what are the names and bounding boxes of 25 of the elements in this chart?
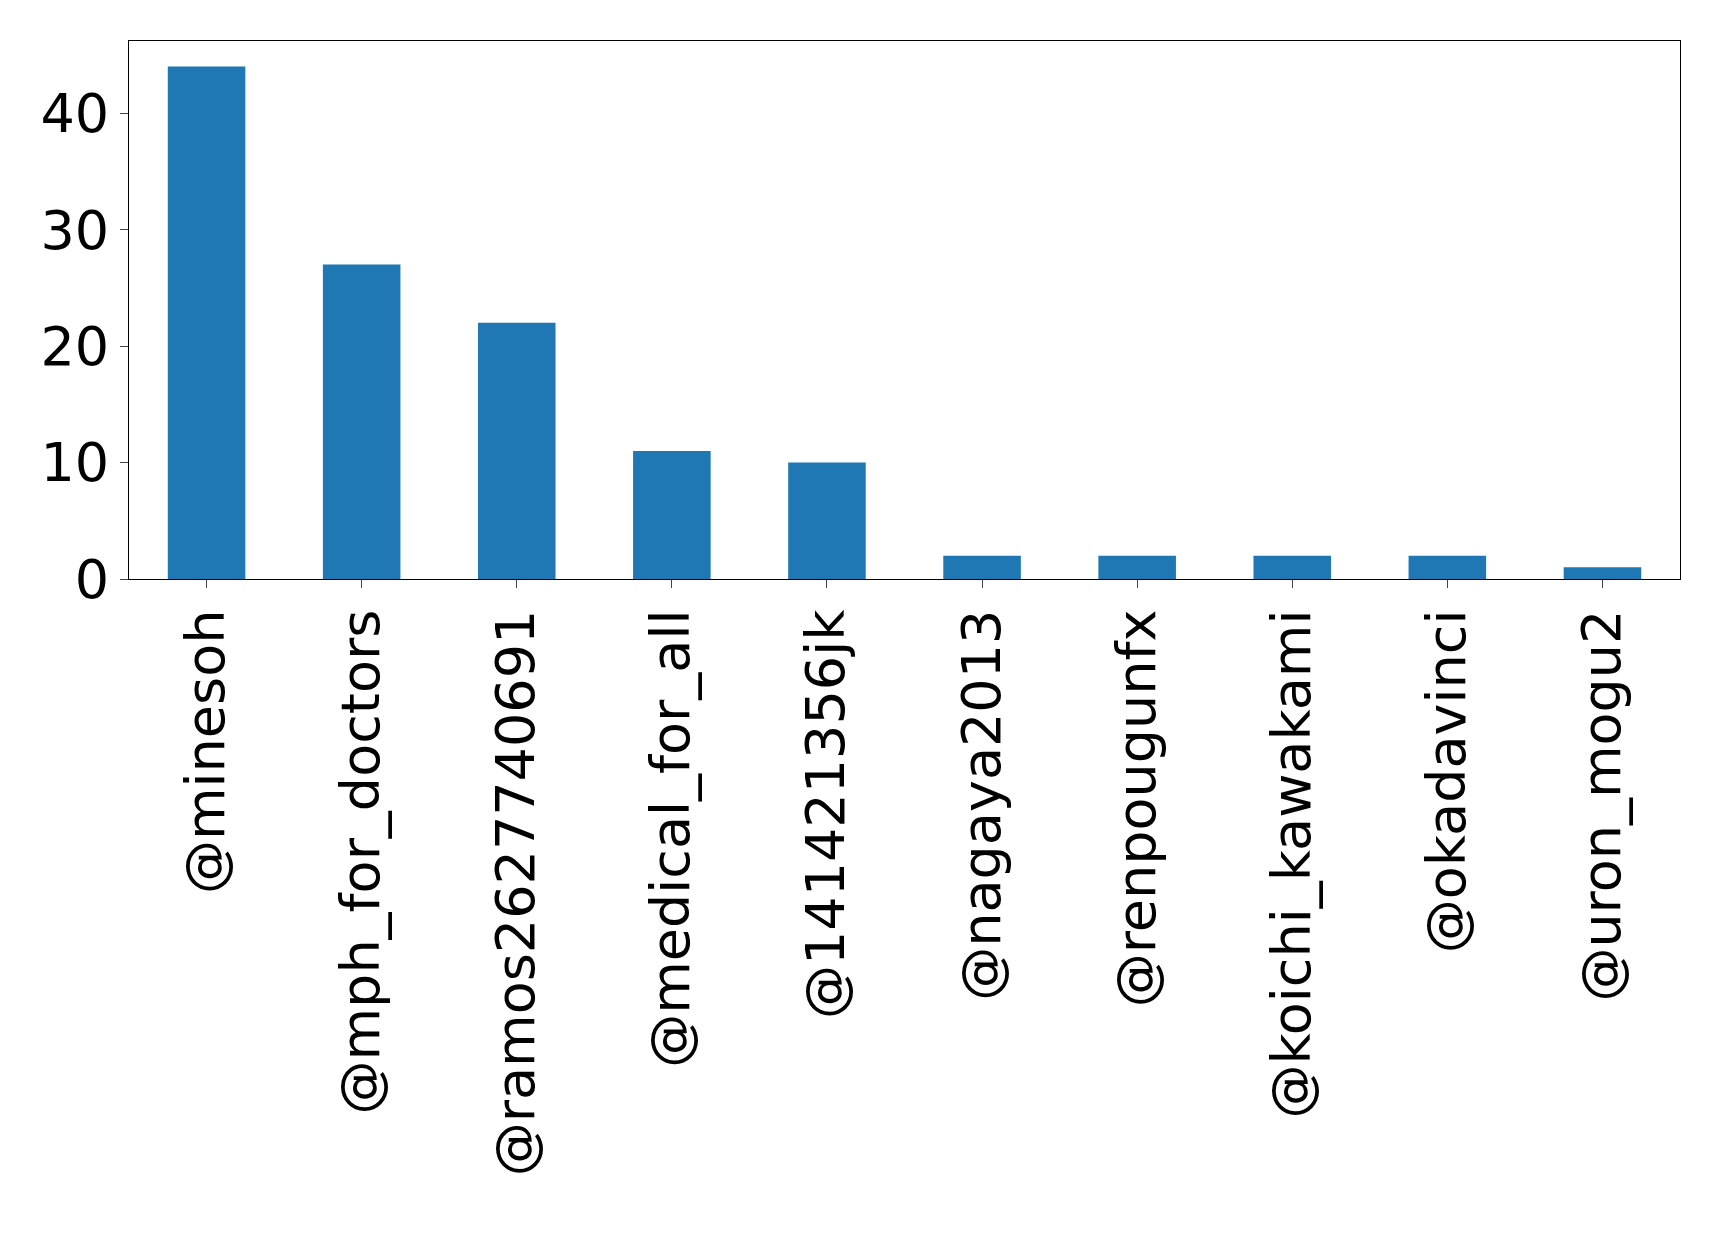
bar: [322, 264, 401, 579]
bar: [943, 555, 1021, 579]
y-tick-label: 30: [40, 198, 110, 262]
x-tick-label: @nagaya2013: [949, 609, 1013, 1001]
bar: [477, 322, 556, 579]
y-tick-label: 20: [40, 315, 110, 378]
bar: [788, 462, 866, 579]
bar: [1253, 555, 1332, 579]
y-tick-label: 0: [74, 547, 110, 611]
x-tick-label: @mph_for_doctors: [329, 609, 393, 1115]
bar: [1408, 555, 1487, 579]
x-tick-label: @koichi_kawakami: [1259, 609, 1323, 1119]
x-tick-label: @renpougunfx: [1104, 609, 1168, 1008]
x-tick-label: @okadavinci: [1414, 609, 1478, 954]
x-tick-label: @medical_for_all: [639, 609, 703, 1068]
bar: [167, 66, 246, 579]
x-tick-label: @uron_mogu2: [1570, 609, 1633, 1002]
bar: [633, 450, 711, 579]
x-tick-label: @ramos2627740691: [484, 609, 548, 1177]
bar: [1563, 567, 1642, 579]
x-tick-label: @minesoh: [174, 609, 238, 895]
y-tick-label: 10: [40, 431, 110, 495]
x-tick-label: @141421356jk: [794, 608, 858, 1020]
y-tick-label: 40: [40, 82, 110, 146]
bar: [1098, 555, 1176, 579]
